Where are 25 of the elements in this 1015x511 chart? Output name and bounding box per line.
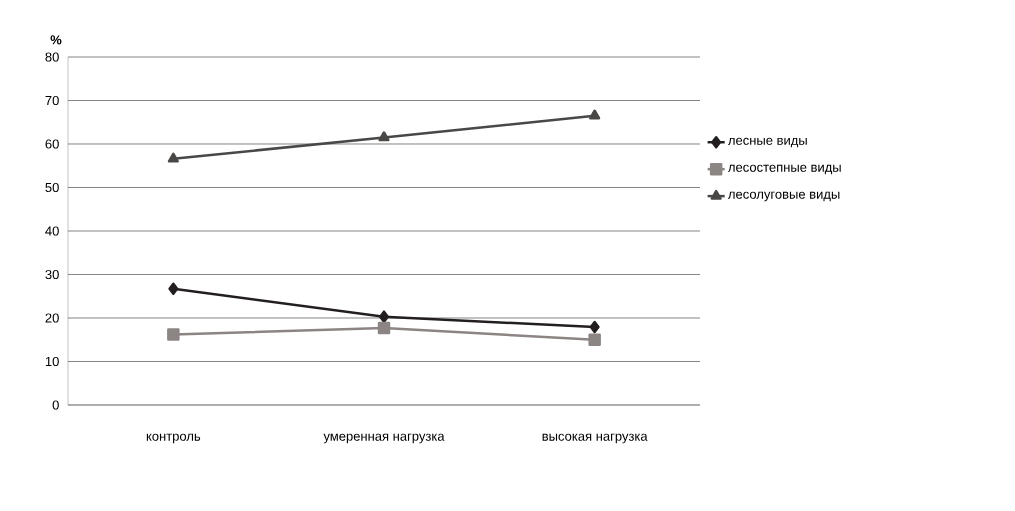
point xyxy=(377,321,391,335)
y-axis-title: % xyxy=(50,35,62,45)
y-tick-label: 50 xyxy=(45,182,59,193)
x-tick-label: контроль xyxy=(146,433,201,444)
y-tick-label: 60 xyxy=(45,139,59,149)
point xyxy=(167,328,180,341)
point xyxy=(378,131,390,142)
point xyxy=(167,152,179,163)
y-tick-label: 20 xyxy=(45,313,59,323)
y-tick-label: 30 xyxy=(45,269,59,280)
y-tick-label: 80 xyxy=(45,52,59,62)
y-tick-label: 70 xyxy=(45,95,59,106)
y-tick-label: 40 xyxy=(45,226,59,236)
y-tick-label: 10 xyxy=(45,356,59,367)
point xyxy=(379,310,390,323)
point xyxy=(588,333,601,346)
legend-label: лесные виды xyxy=(728,137,807,148)
point xyxy=(589,320,600,334)
point xyxy=(168,282,179,296)
legend-label: лесолуговые виды xyxy=(728,191,840,202)
x-tick-label: высокая нагрузка xyxy=(542,433,648,444)
point xyxy=(589,109,601,120)
y-tick-label: 0 xyxy=(52,400,59,410)
x-tick-label: умеренная нагрузка xyxy=(323,433,445,444)
legend-label: лесостепные виды xyxy=(728,164,841,175)
